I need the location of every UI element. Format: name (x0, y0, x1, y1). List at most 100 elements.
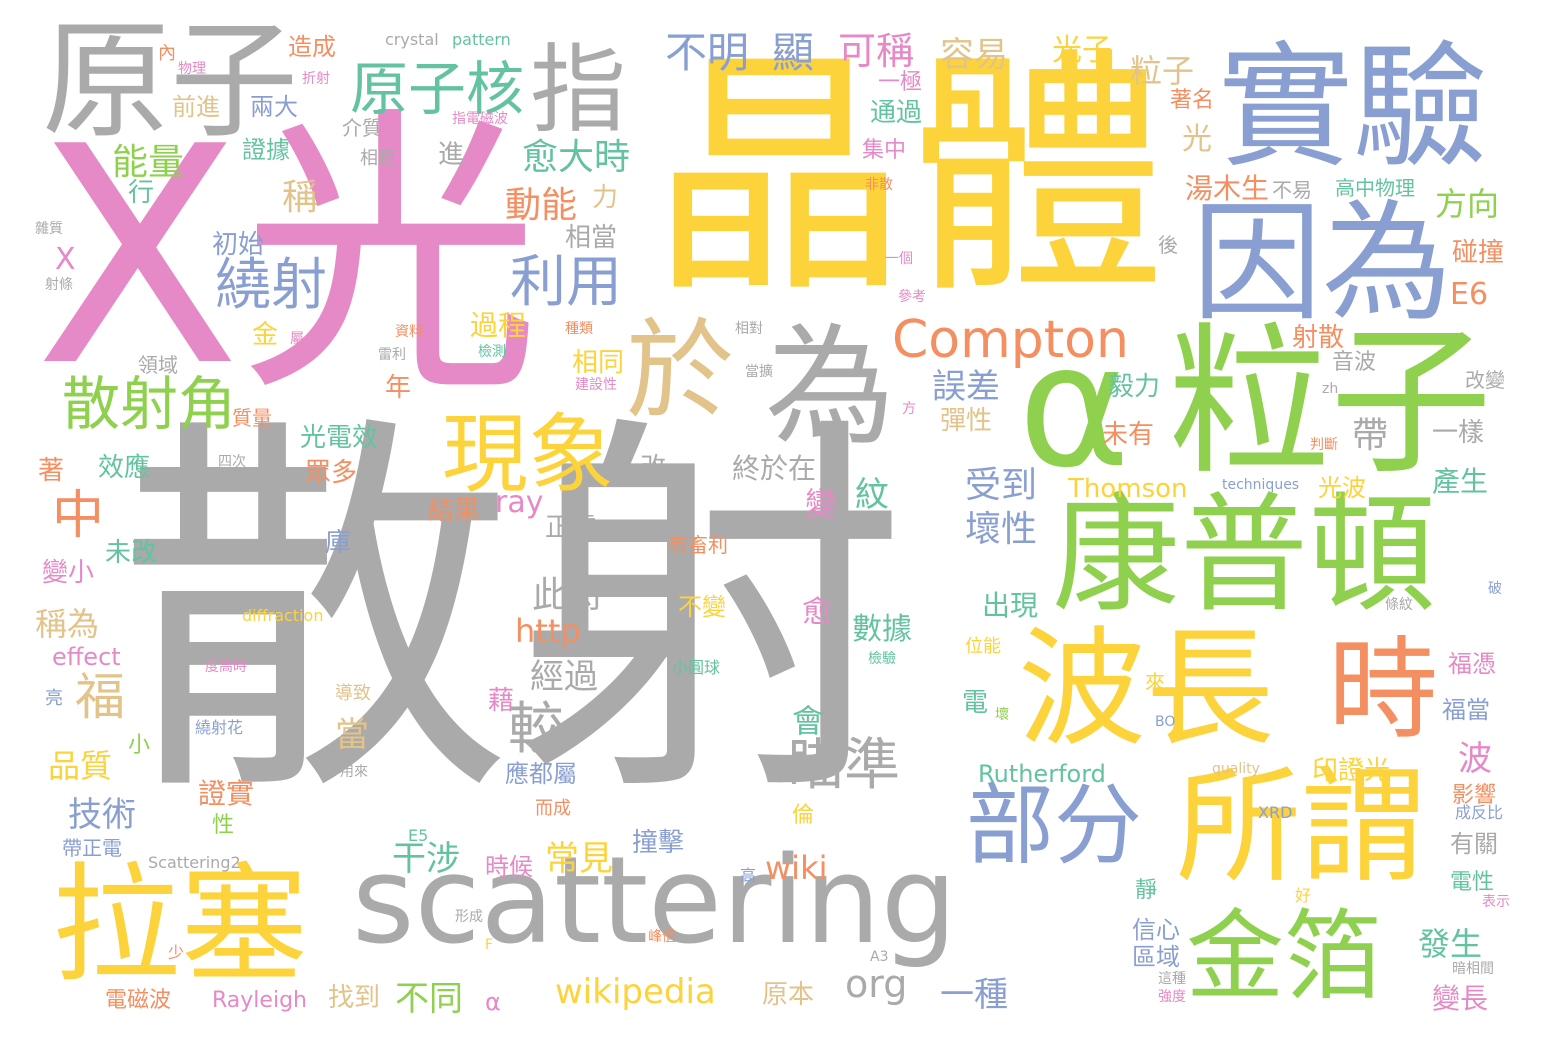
word-kecheng: 可稱 (838, 29, 915, 73)
word-jishu: 技術 (68, 795, 136, 835)
word-raoshe: 繞射 (215, 253, 327, 318)
word-scattering2: Scattering2 (148, 853, 241, 872)
word-rongyi: 容易 (940, 35, 1008, 75)
word-jianyan: 檢驗 (868, 651, 896, 667)
word-bubian: 不變 (678, 593, 726, 621)
word-liyong: 利用 (510, 250, 622, 315)
word-dian: 電 (962, 688, 989, 718)
word-shesan: 射散 (1292, 323, 1345, 353)
word-miaozhun: 瞄準 (788, 733, 900, 798)
word-guangbo: 光波 (1318, 474, 1366, 502)
word-jie: 藉 (488, 686, 515, 716)
word-xiaoyuanqiu: 小圓球 (672, 658, 721, 677)
word-http: http (515, 612, 581, 650)
word-zhu: 著 (38, 456, 65, 486)
word-ziliao: 資料 (395, 324, 423, 340)
word-daozhi: 導致 (335, 683, 371, 704)
word-zh: zh (1322, 381, 1339, 397)
word-gaibian: 改變 (1465, 368, 1505, 392)
word-bufen: 部分 (966, 774, 1143, 877)
word-scattering: scattering (352, 832, 957, 971)
word-rutherford: Rutherford (978, 760, 1106, 788)
word-zhengdian: 正電 (545, 513, 598, 543)
word-buyi: 不易 (1272, 178, 1312, 202)
word-xianxiang: 現象 (442, 405, 614, 505)
word-wen: 紋 (855, 475, 889, 515)
word-a3: A3 (870, 949, 889, 965)
word-yuanzihe: 原子核 (350, 55, 525, 123)
word-fasheng: 發生 (1418, 925, 1483, 963)
word-jieguo: 結果 (428, 496, 481, 526)
word-yuanben: 原本 (762, 980, 815, 1010)
word-xing2: 性 (212, 813, 235, 838)
word-jing: 靜 (1135, 878, 1158, 903)
word-nengliang: 能量 (112, 142, 185, 183)
word-chengfanbi: 成反比 (1455, 803, 1504, 822)
word-wucha: 誤差 (932, 367, 1000, 407)
word-liangda: 兩大 (250, 93, 298, 121)
word-xian: 顯 (772, 28, 815, 77)
word-kangputun: 康普頓 (1052, 481, 1437, 630)
word-techniques: techniques (1222, 477, 1300, 493)
word-wuli: 物理 (178, 61, 206, 77)
word-zheshe: 折射 (302, 71, 330, 87)
word-gaozhongwuli: 高中物理 (1335, 176, 1415, 200)
word-yu2: 愈 (802, 595, 832, 630)
word-liang: 亮 (45, 688, 63, 709)
word-daizhengdian: 帶正電 (62, 836, 122, 860)
word-jiao: 較 (508, 697, 564, 762)
word-fu: 福 (75, 668, 125, 726)
word-shuju: 數據 (852, 612, 912, 647)
word-org: org (845, 962, 908, 1006)
word-gao: 高 (740, 866, 757, 885)
word-shi: 時 (1328, 626, 1438, 754)
word-shetiao: 射條 (45, 277, 73, 293)
word-dai: 帶 (1352, 415, 1389, 456)
word-cheng: 稱 (282, 177, 319, 218)
word-bian: 變 (805, 485, 838, 523)
word-jingti: 晶體 (650, 27, 1166, 327)
word-dang: 當 (335, 715, 369, 755)
word-dianxing: 電性 (1450, 870, 1495, 895)
word-yudashi: 愈大時 (522, 137, 631, 178)
word-raoshehua: 繞射花 (195, 718, 244, 737)
word-yizhong: 一種 (940, 975, 1008, 1015)
word-compton: Compton (892, 310, 1129, 370)
word-qianjin: 前進 (172, 93, 220, 121)
word-tangmusheng: 湯木生 (1185, 172, 1270, 205)
word-lizi-large: 粒子 (1168, 309, 1492, 497)
word-weiyou: 未有 (1102, 420, 1155, 450)
word-alpha-small: α (485, 988, 501, 1016)
word-weineng: 位能 (965, 636, 1001, 657)
word-cishi: 此時 (532, 575, 605, 616)
word-sanshejiao: 散射角 (62, 370, 237, 438)
word-fudang: 福當 (1442, 696, 1490, 724)
word-butong: 不同 (395, 979, 463, 1019)
word-jiance: 檢測 (478, 344, 506, 360)
word-lai: 來 (1145, 670, 1165, 694)
word-guangzi: 光子 (1052, 33, 1112, 68)
word-bochang: 波長 (1018, 615, 1275, 764)
word-jingguo: 經過 (530, 657, 598, 697)
word-bo: 波 (1458, 739, 1492, 779)
word-shu: 屬 (290, 331, 304, 347)
word-zhengshi: 證實 (198, 777, 255, 810)
word-jin2: 進 (438, 140, 465, 170)
word-ray: ray (495, 485, 544, 520)
word-bianxiao: 變小 (42, 558, 95, 588)
word-bianchang: 變長 (1432, 982, 1489, 1015)
word-dianciboe: 電磁波 (105, 988, 172, 1013)
word-yingxiang: 影響 (1452, 783, 1497, 808)
word-thomson: Thomson (1068, 474, 1188, 504)
word-shoudao: 受到 (965, 465, 1038, 506)
word-xiaoying: 效應 (98, 453, 151, 483)
word-hao: 好 (1295, 886, 1312, 905)
word-ku: 庫 (325, 528, 352, 558)
word-xingcheng: 形成 (455, 909, 483, 925)
word-xiangju: 相距 (360, 148, 396, 169)
word-dongneng: 動能 (505, 185, 578, 226)
word-zhidiancibo: 指電磁波 (452, 111, 508, 127)
word-zazhi: 雜質 (35, 221, 63, 237)
word-youxuli: 有畜利 (668, 533, 728, 557)
word-yili: 毅力 (1108, 372, 1161, 402)
